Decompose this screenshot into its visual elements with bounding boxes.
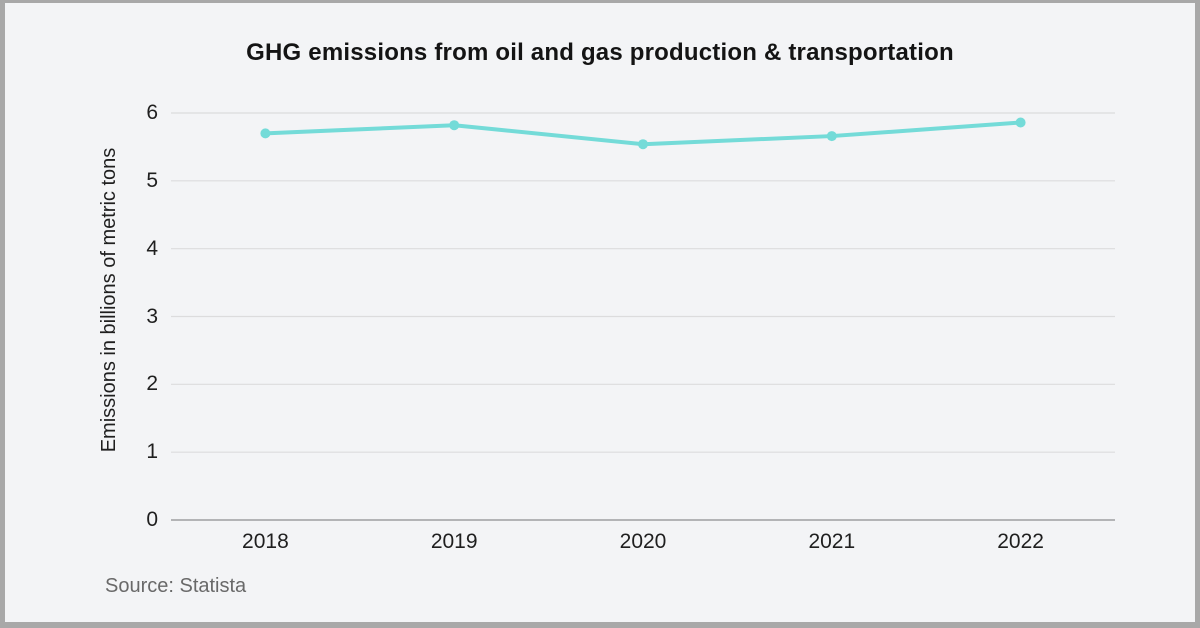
y-tick-label: 5 xyxy=(146,168,158,192)
data-point xyxy=(449,120,460,131)
y-tick-label: 3 xyxy=(146,304,158,328)
x-tick-label: 2019 xyxy=(430,530,478,553)
data-point xyxy=(638,139,648,150)
source-caption: Source: Statista xyxy=(105,575,247,597)
y-tick-label: 1 xyxy=(146,440,158,464)
data-point xyxy=(1015,117,1026,128)
y-tick-label: 0 xyxy=(146,508,158,531)
y-tick-label: 2 xyxy=(146,372,158,396)
data-point xyxy=(260,128,271,139)
y-tick-label: 4 xyxy=(146,236,158,260)
x-tick-label: 2018 xyxy=(242,530,289,553)
data-point xyxy=(826,131,837,142)
x-tick-label: 2022 xyxy=(997,530,1044,553)
x-tick-label: 2020 xyxy=(619,530,667,553)
x-tick-label: 2021 xyxy=(808,530,856,553)
y-tick-label: 6 xyxy=(146,101,158,124)
line-chart-plot xyxy=(171,112,1115,521)
chart-title: GHG emissions from oil and gas productio… xyxy=(246,39,954,66)
